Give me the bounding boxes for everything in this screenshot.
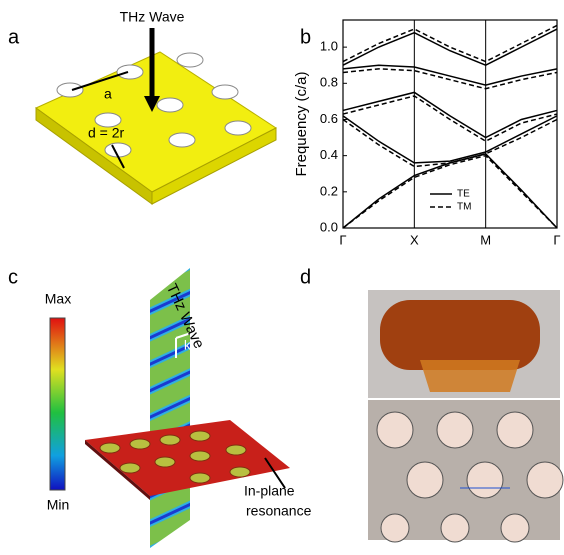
y-tick-label: 0.0 [320,219,338,234]
y-tick-label: 1.0 [320,39,338,54]
band-line [343,119,557,166]
annotation: resonance [246,503,312,519]
annotation: In-plane [244,483,295,499]
band-line [343,92,557,137]
y-axis-label: Frequency (c/a) [293,71,310,176]
photos [368,290,563,542]
band-line [343,154,557,228]
x-tick-label: Γ [553,232,560,247]
panel-label: a [8,26,20,48]
x-tick-label: Γ [339,232,346,247]
y-tick-label: 0.8 [320,75,338,90]
y-tick-label: 0.6 [320,111,338,126]
band-line [343,69,557,89]
plot: 0.0 0.2 0.4 0.6 0.8 1.0 Γ X M Γ TE TM [320,20,561,247]
arrow-label: THz Wave [120,9,185,25]
slab [36,28,276,204]
band-line [343,156,557,228]
y-tick-label: 0.2 [320,183,338,198]
legend-label: TE [457,189,470,200]
x-tick-label: X [410,232,419,247]
y-tick-label: 0.4 [320,147,338,162]
panel-label: d [300,266,311,288]
colorbar-min: Min [47,497,70,513]
colorbar-max: Max [45,291,71,307]
diameter-label: d = 2r [88,125,125,141]
x-tick-label: M [480,232,491,247]
band-line [343,25,557,61]
lattice-label: a [104,86,112,102]
k-label: k [184,337,191,352]
band-line [343,65,557,85]
legend-label: TM [457,202,471,213]
figure: a b c d THz Wave a d = 2r Frequency (c/a… [0,0,564,550]
band-line [343,29,557,65]
panel-label: c [8,266,18,288]
panel-label: b [300,26,311,48]
